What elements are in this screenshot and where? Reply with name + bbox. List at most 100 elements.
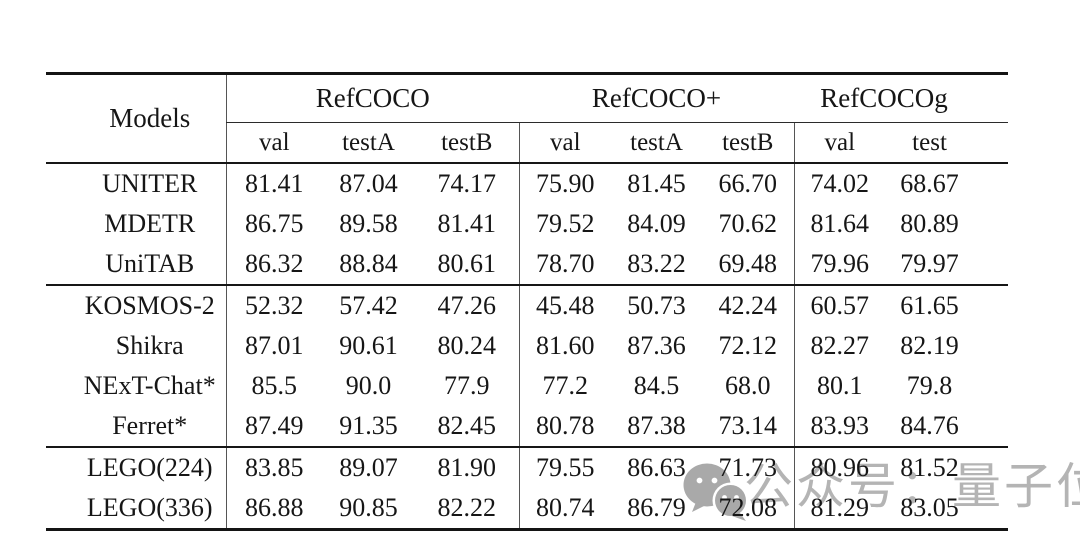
- score-cell: 83.05: [900, 493, 959, 522]
- score-cell: 74.17: [437, 169, 497, 198]
- model-name: LEGO(224): [46, 446, 226, 488]
- score-cell: 87.36: [627, 331, 686, 360]
- score-cell: 68.0: [725, 371, 771, 400]
- subheader-refcocog-val: val: [793, 122, 886, 164]
- score-cell: 86.88: [225, 488, 322, 530]
- header-pad-cell: [974, 73, 1009, 123]
- subheader-refcoco-testa: testA: [322, 122, 415, 164]
- score-cell: 78.70: [518, 244, 612, 285]
- table-row: LEGO(336) 86.88 90.85 82.22 80.74 86.79 …: [46, 488, 1008, 530]
- group-header-refcocog: RefCOCOg: [794, 73, 975, 123]
- table-row: KOSMOS-2 52.32 57.42 47.26 45.48 50.73 4…: [46, 284, 1009, 326]
- results-table: Models RefCOCO RefCOCO+ RefCOCOg val tes…: [46, 72, 1009, 531]
- score-cell: 84.09: [627, 209, 686, 238]
- pad-cell: [974, 488, 1008, 530]
- score-cell: 81.64: [793, 204, 886, 244]
- group-header-refcoco: RefCOCO: [225, 73, 520, 123]
- score-cell: 86.32: [225, 244, 322, 285]
- score-cell: 80.24: [437, 331, 497, 360]
- score-cell: 69.48: [718, 249, 778, 278]
- score-cell: 79.96: [793, 244, 886, 285]
- score-cell: 45.48: [518, 284, 612, 326]
- score-cell: 72.08: [718, 493, 778, 522]
- score-cell: 90.61: [339, 331, 398, 360]
- score-cell: 87.01: [225, 326, 322, 366]
- score-cell: 86.63: [611, 446, 703, 488]
- models-header: Models: [46, 73, 226, 164]
- score-cell: 87.38: [627, 411, 686, 440]
- table-row: UNITER 81.41 87.04 74.17 75.90 81.45 66.…: [46, 163, 1008, 204]
- score-cell: 81.60: [518, 326, 612, 366]
- score-cell: 79.97: [900, 249, 959, 278]
- score-cell: 66.70: [718, 169, 778, 198]
- subheader-refcoco-testb: testB: [415, 122, 520, 164]
- score-cell: 89.07: [322, 446, 415, 488]
- model-name: Ferret*: [112, 411, 188, 440]
- score-cell: 79.52: [518, 204, 612, 244]
- score-cell: 81.41: [437, 209, 497, 238]
- score-cell: 90.0: [345, 371, 392, 400]
- table-row: Ferret* 87.49 91.35 82.45 80.78 87.38 73…: [46, 406, 1008, 447]
- score-cell: 81.41: [225, 163, 322, 204]
- score-cell: 80.89: [900, 209, 959, 238]
- score-cell: 68.67: [900, 169, 959, 198]
- score-cell: 86.75: [225, 204, 322, 244]
- pad-cell: [974, 284, 1009, 326]
- model-name: MDETR: [104, 209, 196, 238]
- score-cell: 89.58: [339, 209, 398, 238]
- score-cell: 81.52: [885, 446, 975, 488]
- score-cell: 82.22: [437, 493, 497, 522]
- score-cell: 88.84: [339, 249, 398, 278]
- score-cell: 52.32: [225, 284, 322, 326]
- model-name: UniTAB: [105, 249, 195, 278]
- score-cell: 87.04: [339, 169, 398, 198]
- subheader-refcocoplus-val: val: [518, 122, 612, 164]
- score-cell: 72.12: [718, 331, 778, 360]
- score-cell: 74.02: [793, 163, 886, 204]
- score-cell: 60.57: [793, 284, 886, 326]
- score-cell: 81.29: [793, 488, 886, 530]
- score-cell: 82.45: [437, 411, 497, 440]
- score-cell: 81.45: [627, 169, 686, 198]
- score-cell: 50.73: [611, 284, 703, 326]
- table-row: LEGO(224) 83.85 89.07 81.90 79.55 86.63 …: [46, 446, 1009, 488]
- table-row: MDETR 86.75 89.58 81.41 79.52 84.09 70.6…: [46, 204, 1008, 244]
- model-name: KOSMOS-2: [46, 284, 226, 326]
- score-cell: 84.5: [633, 371, 680, 400]
- pad-cell: [974, 326, 1008, 366]
- subheader-refcocoplus-testa: testA: [611, 122, 703, 164]
- score-cell: 77.9: [444, 371, 490, 400]
- subheader-refcocoplus-testb: testB: [702, 122, 795, 164]
- subheader-refcocog-test: test: [885, 122, 975, 164]
- score-cell: 80.78: [518, 406, 612, 447]
- score-cell: 73.14: [718, 411, 778, 440]
- score-cell: 91.35: [339, 411, 398, 440]
- score-cell: 87.49: [225, 406, 322, 447]
- subheader-pad-cell: [974, 122, 1009, 164]
- pad-cell: [974, 204, 1008, 244]
- score-cell: 81.90: [415, 446, 520, 488]
- score-cell: 82.19: [900, 331, 959, 360]
- score-cell: 85.5: [225, 366, 322, 406]
- score-cell: 82.27: [793, 326, 886, 366]
- subheader-refcoco-val: val: [225, 122, 322, 164]
- subheader-row: val testA testB val testA testB val test: [46, 122, 1009, 164]
- table-row: UniTAB 86.32 88.84 80.61 78.70 83.22 69.…: [46, 244, 1008, 285]
- score-cell: 86.79: [627, 493, 686, 522]
- score-cell: 83.85: [225, 446, 322, 488]
- pad-cell: [974, 244, 1008, 285]
- score-cell: 80.96: [793, 446, 886, 488]
- table-row: Shikra 87.01 90.61 80.24 81.60 87.36 72.…: [46, 326, 1008, 366]
- pad-cell: [974, 446, 1009, 488]
- score-cell: 80.74: [518, 488, 612, 530]
- score-cell: 83.22: [627, 249, 686, 278]
- score-cell: 61.65: [885, 284, 975, 326]
- group-header-refcoco-plus: RefCOCO+: [519, 73, 795, 123]
- score-cell: 84.76: [900, 411, 959, 440]
- score-cell: 42.24: [702, 284, 795, 326]
- pad-cell: [974, 163, 1008, 204]
- score-cell: 79.55: [518, 446, 612, 488]
- score-cell: 90.85: [339, 493, 398, 522]
- model-name: Shikra: [115, 331, 184, 360]
